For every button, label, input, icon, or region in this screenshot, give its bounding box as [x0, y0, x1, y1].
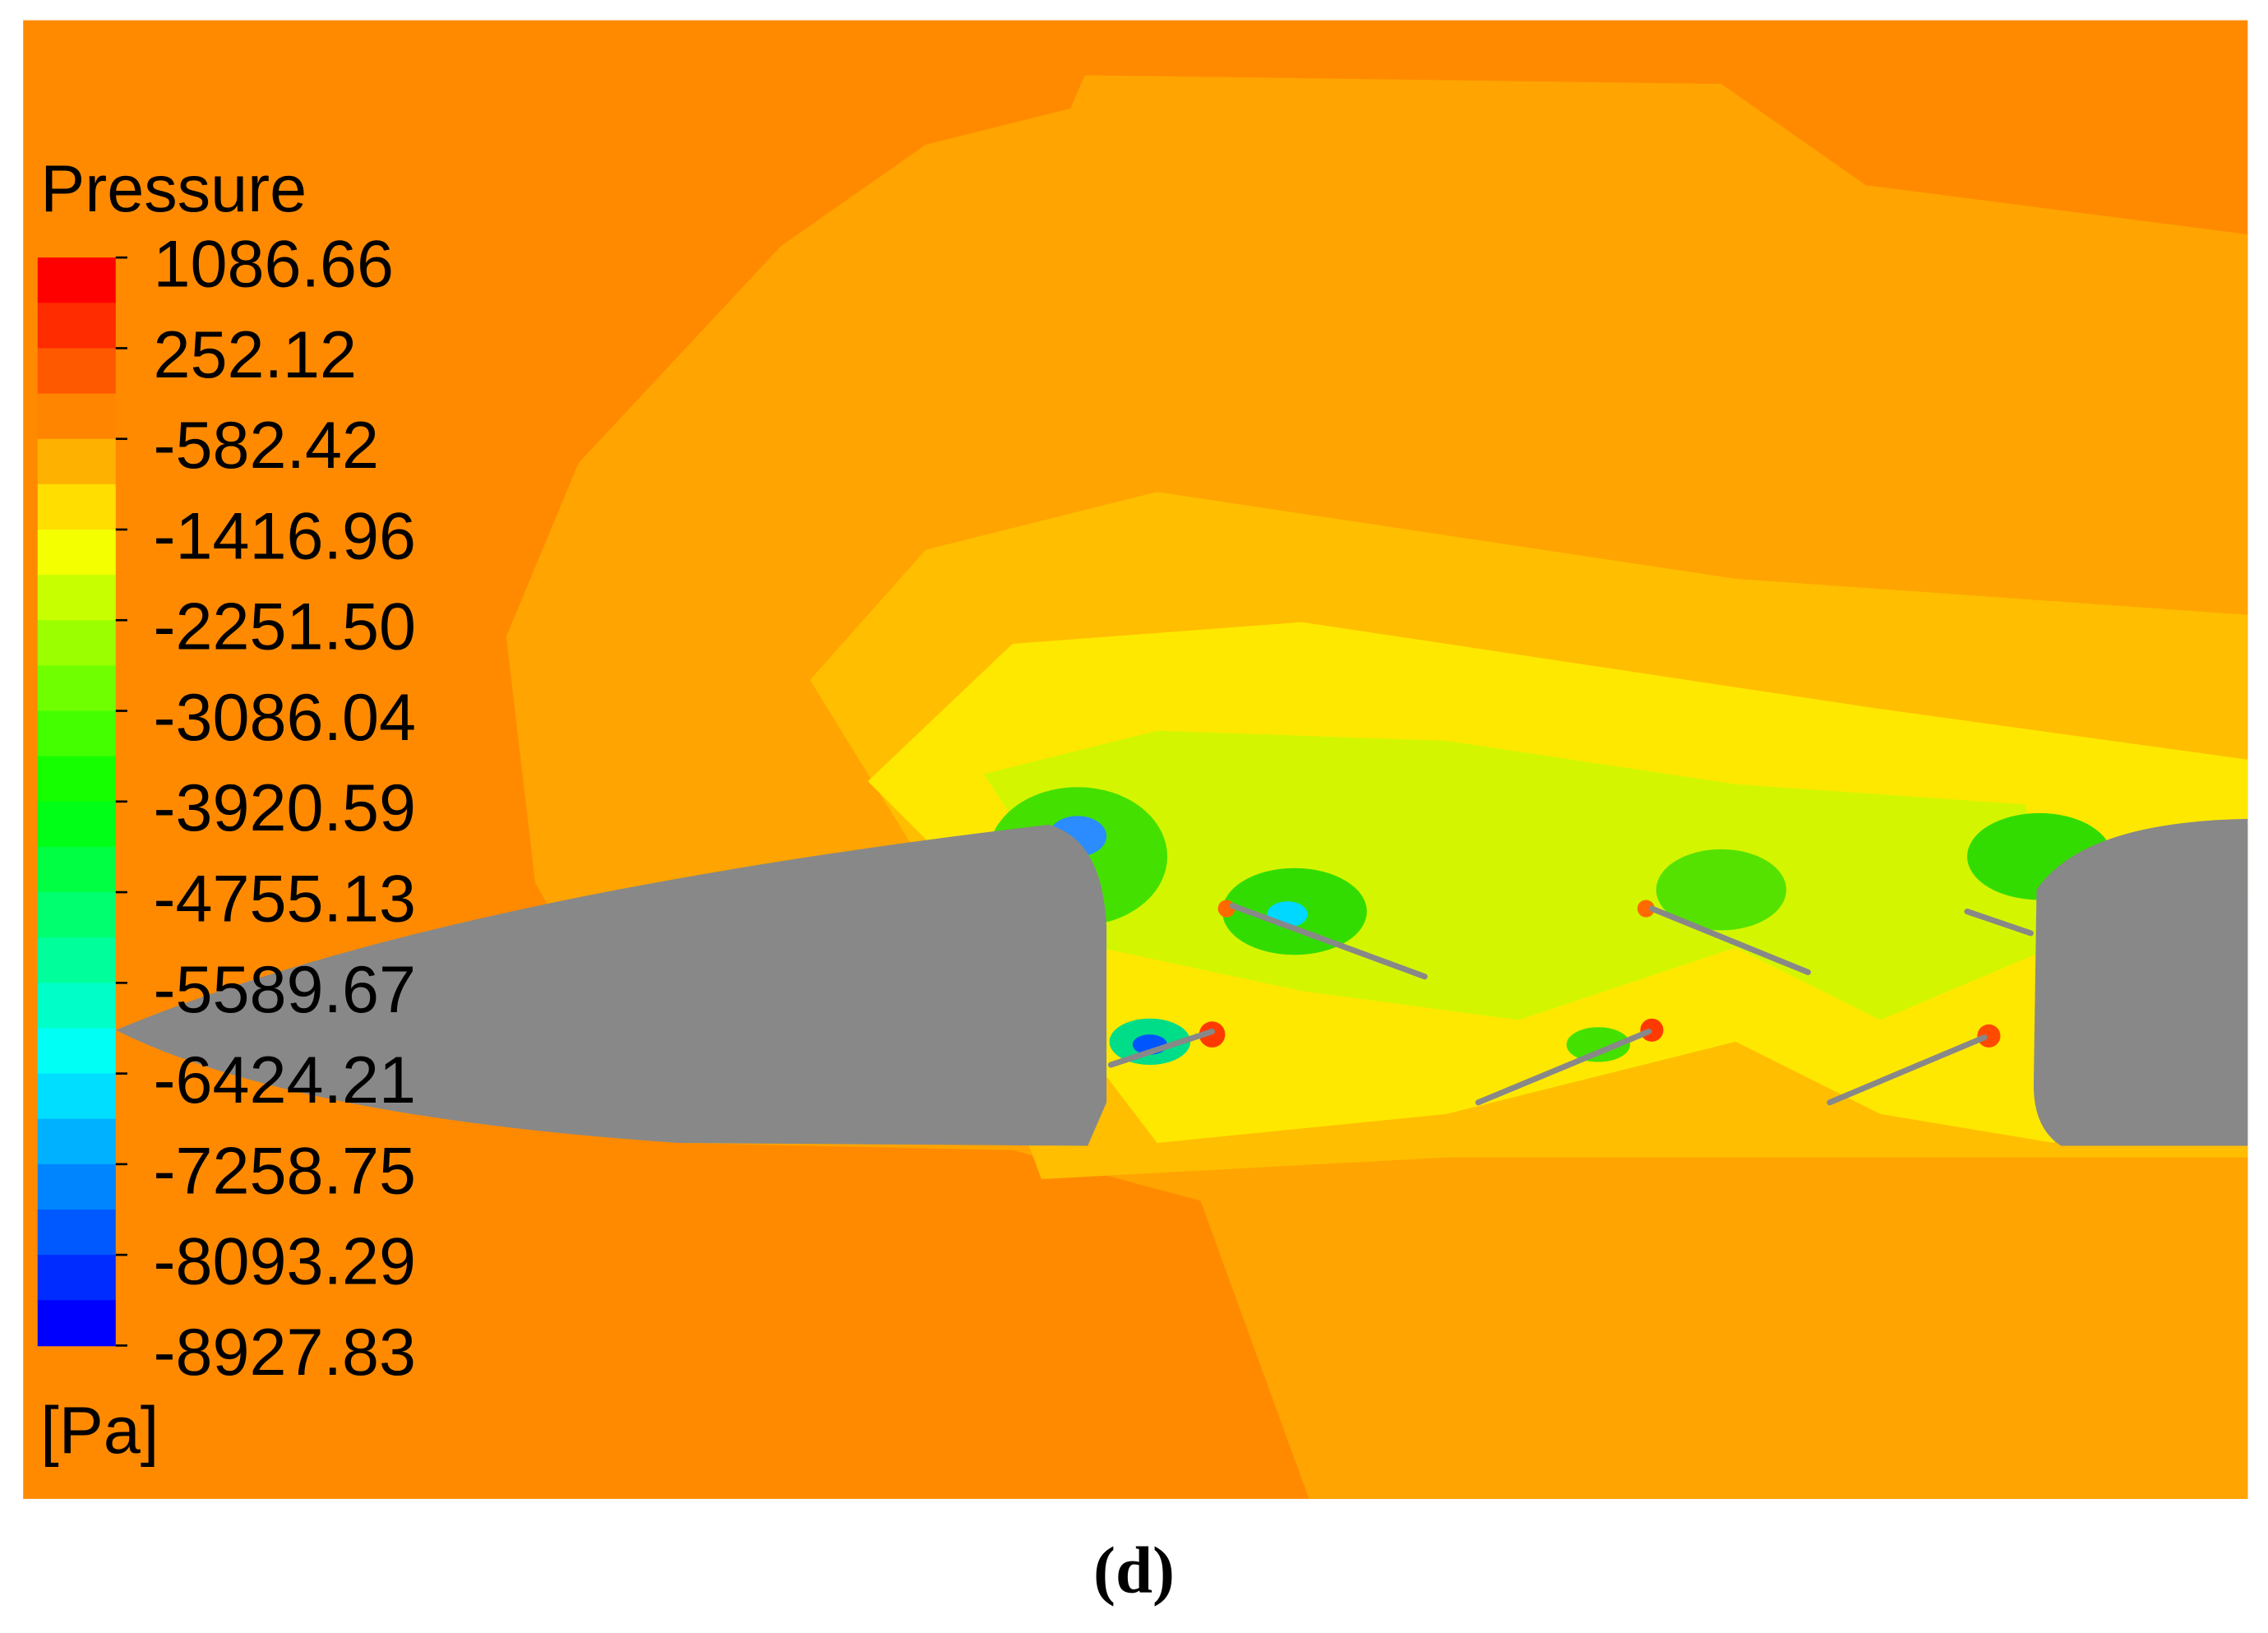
colorbar-band — [37, 1028, 116, 1075]
colorbar-band — [37, 393, 116, 440]
colorbar-band — [37, 529, 116, 576]
legend: Pressure [Pa] 1086.66 252.12 -582.42 -1416.… — [37, 152, 416, 1468]
colorbar-label: -4755.13 — [154, 863, 416, 937]
colorbar-band — [37, 1255, 116, 1302]
colorbar-band — [37, 303, 116, 349]
colorbar-band — [37, 801, 116, 848]
colorbar-label: -7258.75 — [154, 1134, 416, 1208]
caption: (d) — [1093, 1533, 1175, 1607]
colorbar-band — [37, 348, 116, 395]
stagnation-spot — [1640, 1018, 1664, 1042]
blade — [1648, 905, 1811, 975]
colorbar-band — [37, 438, 116, 485]
colorbar-band — [37, 983, 116, 1029]
contour-region — [1566, 1027, 1631, 1062]
colorbar-band — [37, 1163, 116, 1210]
colorbar-label: -5589.67 — [154, 953, 416, 1027]
colorbar-band — [37, 710, 116, 757]
colorbar-label: -3086.04 — [154, 681, 416, 755]
body-left — [115, 824, 1107, 1146]
body-right — [2033, 818, 2248, 1146]
colorbar-band — [37, 1073, 116, 1120]
colorbar-band — [37, 1300, 116, 1347]
blade — [1229, 902, 1428, 980]
legend-title: Pressure — [40, 152, 307, 226]
colorbar-band — [37, 937, 116, 984]
contour-region — [1656, 849, 1787, 931]
contour-field — [23, 20, 2248, 1499]
colorbar-label: -8927.83 — [154, 1316, 416, 1390]
colorbar-band — [37, 620, 116, 667]
colorbar-band — [37, 892, 116, 939]
colorbar-label: 1086.66 — [154, 228, 395, 302]
colorbar-label: -8093.29 — [154, 1225, 416, 1299]
colorbar-label: -1416.96 — [154, 499, 416, 573]
colorbar-label: -6424.21 — [154, 1043, 416, 1117]
colorbar-band — [37, 1118, 116, 1165]
colorbar-label: 252.12 — [154, 318, 358, 392]
colorbar-band — [37, 665, 116, 712]
colorbar-band — [37, 257, 116, 304]
stagnation-spot — [1637, 900, 1655, 918]
colorbar-band — [37, 756, 116, 803]
legend-unit: [Pa] — [40, 1394, 159, 1468]
blades — [1107, 902, 2034, 1106]
colorbar-band — [37, 846, 116, 893]
colorbar-label: -2251.50 — [154, 590, 416, 664]
stagnation-spot — [1977, 1024, 2001, 1048]
colorbar-band — [37, 575, 116, 622]
colorbar-band — [37, 483, 116, 530]
colorbar-label: -582.42 — [154, 409, 379, 483]
colorbar-label: -3920.59 — [154, 771, 416, 845]
blade — [1827, 1034, 1988, 1106]
blade — [1964, 908, 2034, 937]
colorbar-band — [37, 1209, 116, 1256]
blade — [1475, 1029, 1652, 1106]
blade — [1107, 1029, 1216, 1068]
